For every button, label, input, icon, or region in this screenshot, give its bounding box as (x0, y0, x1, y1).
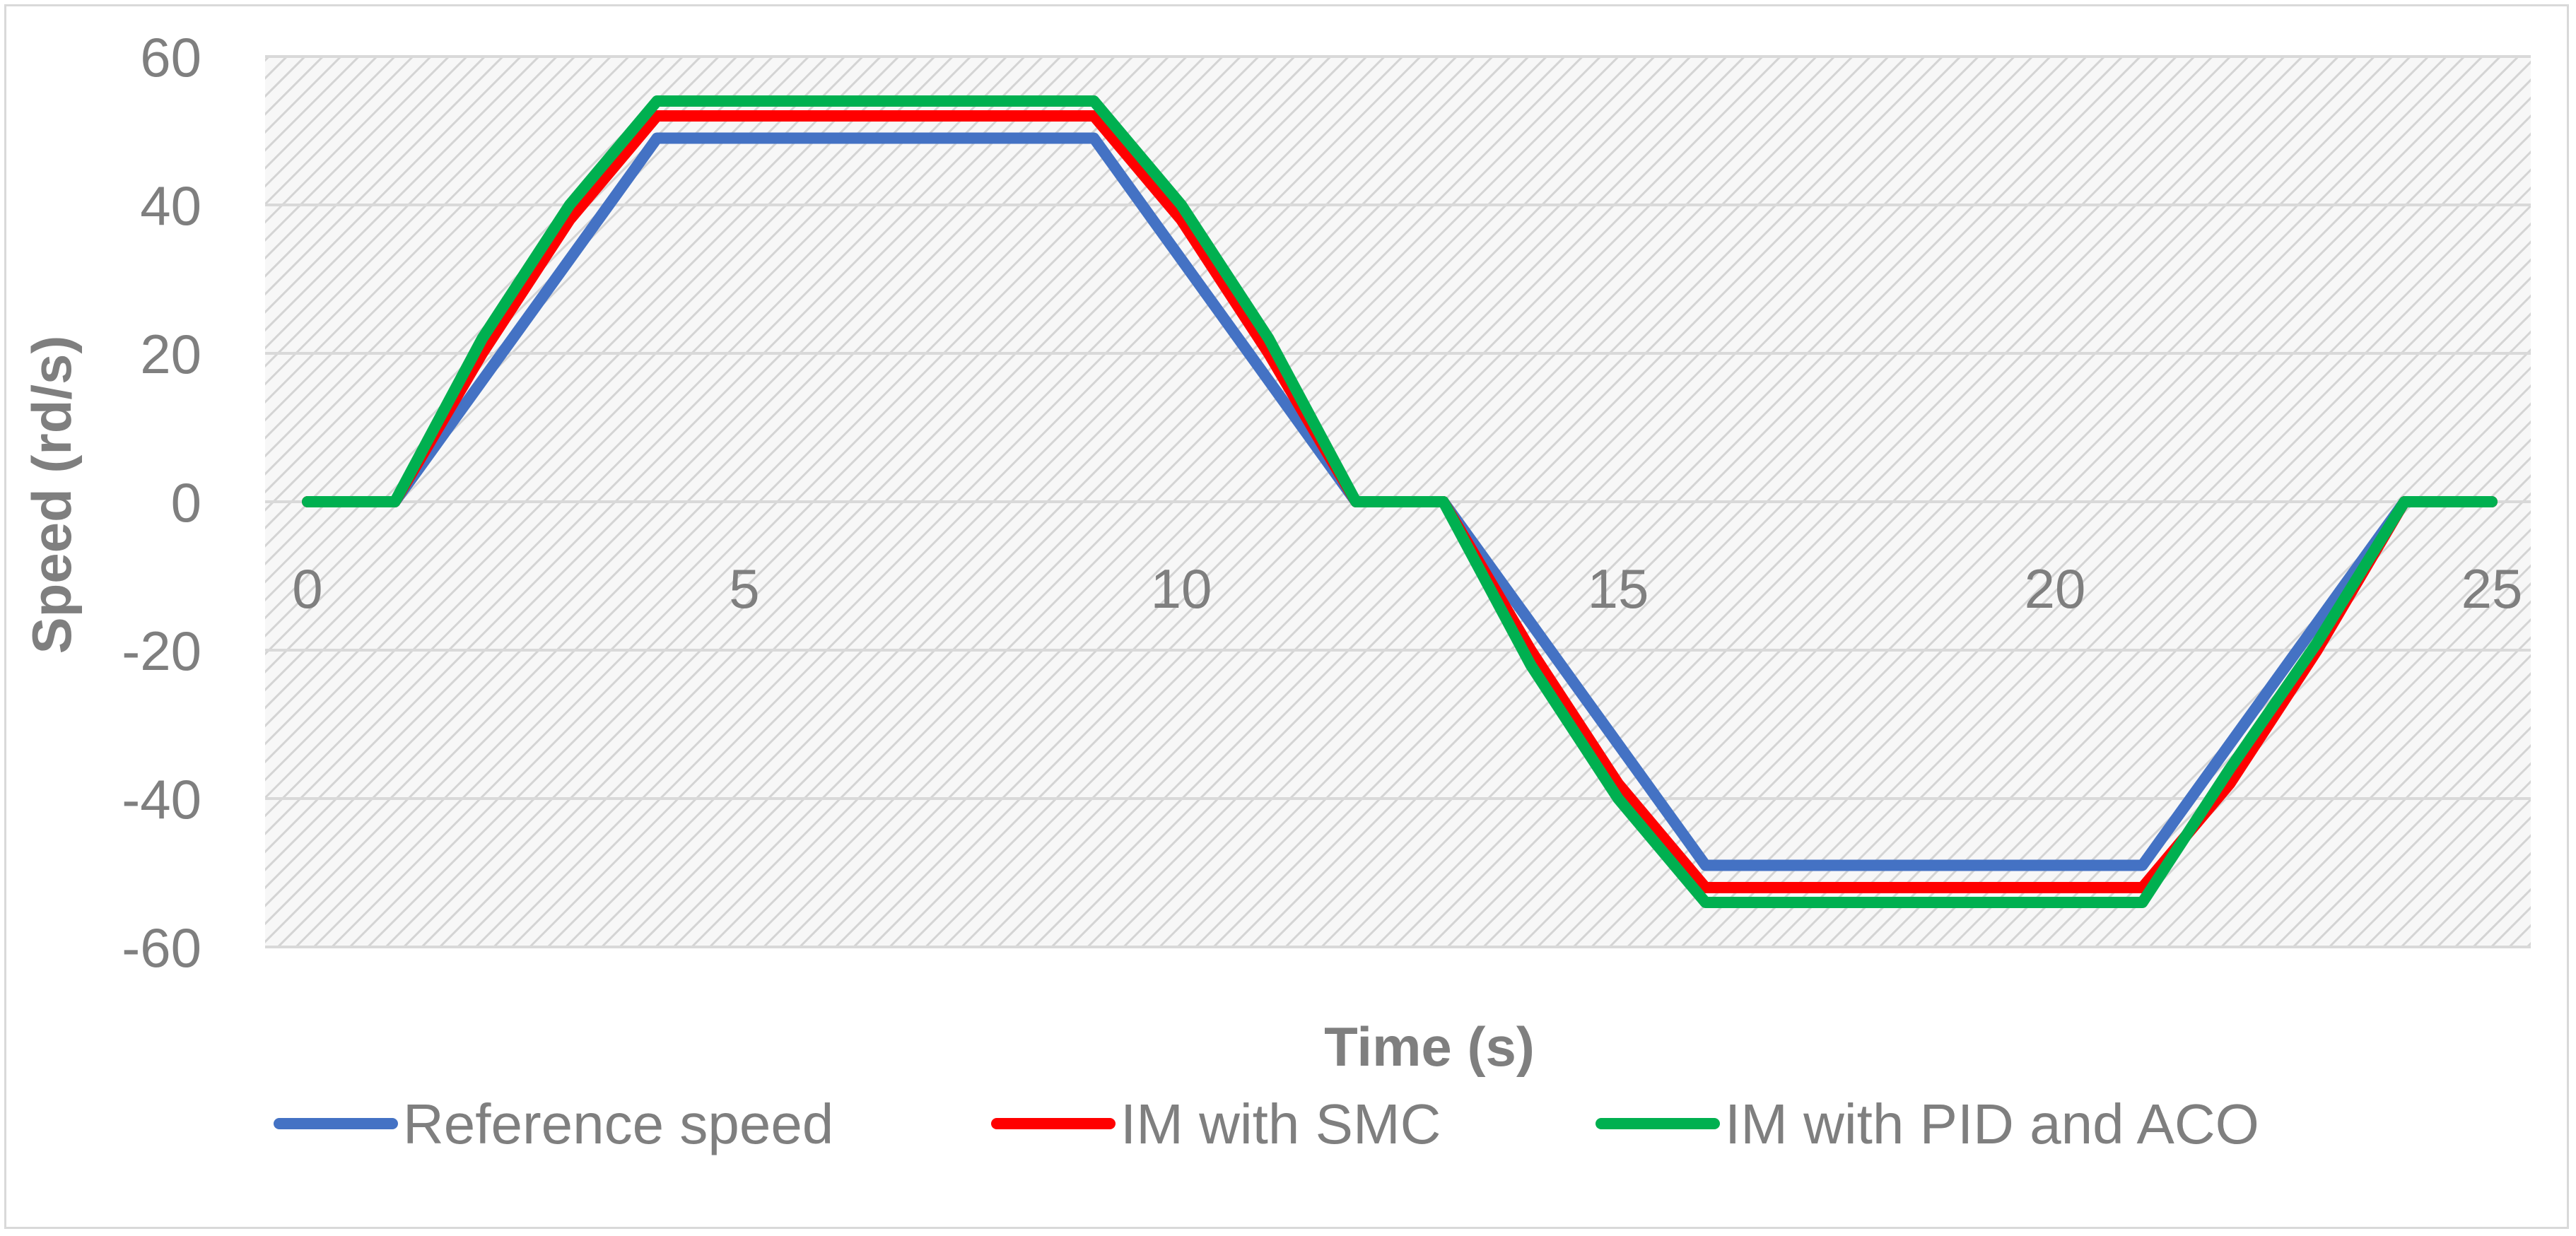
gridlines (265, 55, 2531, 948)
x-tick-label: 15 (1588, 558, 1649, 620)
legend-entry: Reference speed (403, 1093, 833, 1155)
y-tick-label: 20 (140, 323, 201, 385)
legend-entry: IM with PID and ACO (1725, 1093, 2259, 1155)
x-tick-label: 10 (1151, 558, 1212, 620)
y-tick-label: -60 (122, 917, 201, 979)
y-tick-label: -40 (122, 768, 201, 830)
legend: Reference speed IM with SMC IM with PID an… (274, 1093, 2259, 1155)
x-tick-label: 20 (2025, 558, 2086, 620)
series-line-3 (302, 95, 2498, 908)
x-axis-title: Time (s) (1324, 1016, 1535, 1078)
x-tick-label: 0 (292, 558, 322, 620)
y-tick-label: 0 (171, 471, 201, 534)
y-tick-label: 40 (140, 175, 201, 237)
x-tick-label: 5 (729, 558, 759, 620)
series-lines (302, 95, 2498, 908)
y-tick-label: -20 (122, 620, 201, 682)
x-tick-label: 25 (2461, 558, 2523, 620)
legend-entry: IM with SMC (1120, 1093, 1441, 1155)
y-tick-label: 60 (140, 26, 201, 88)
y-axis-title: Speed (rd/s) (21, 336, 83, 654)
x-axis-tick-labels: 0 5 10 15 20 25 (292, 558, 2522, 620)
y-axis-tick-labels: 60 40 20 0 -20 -40 -60 (122, 26, 201, 979)
